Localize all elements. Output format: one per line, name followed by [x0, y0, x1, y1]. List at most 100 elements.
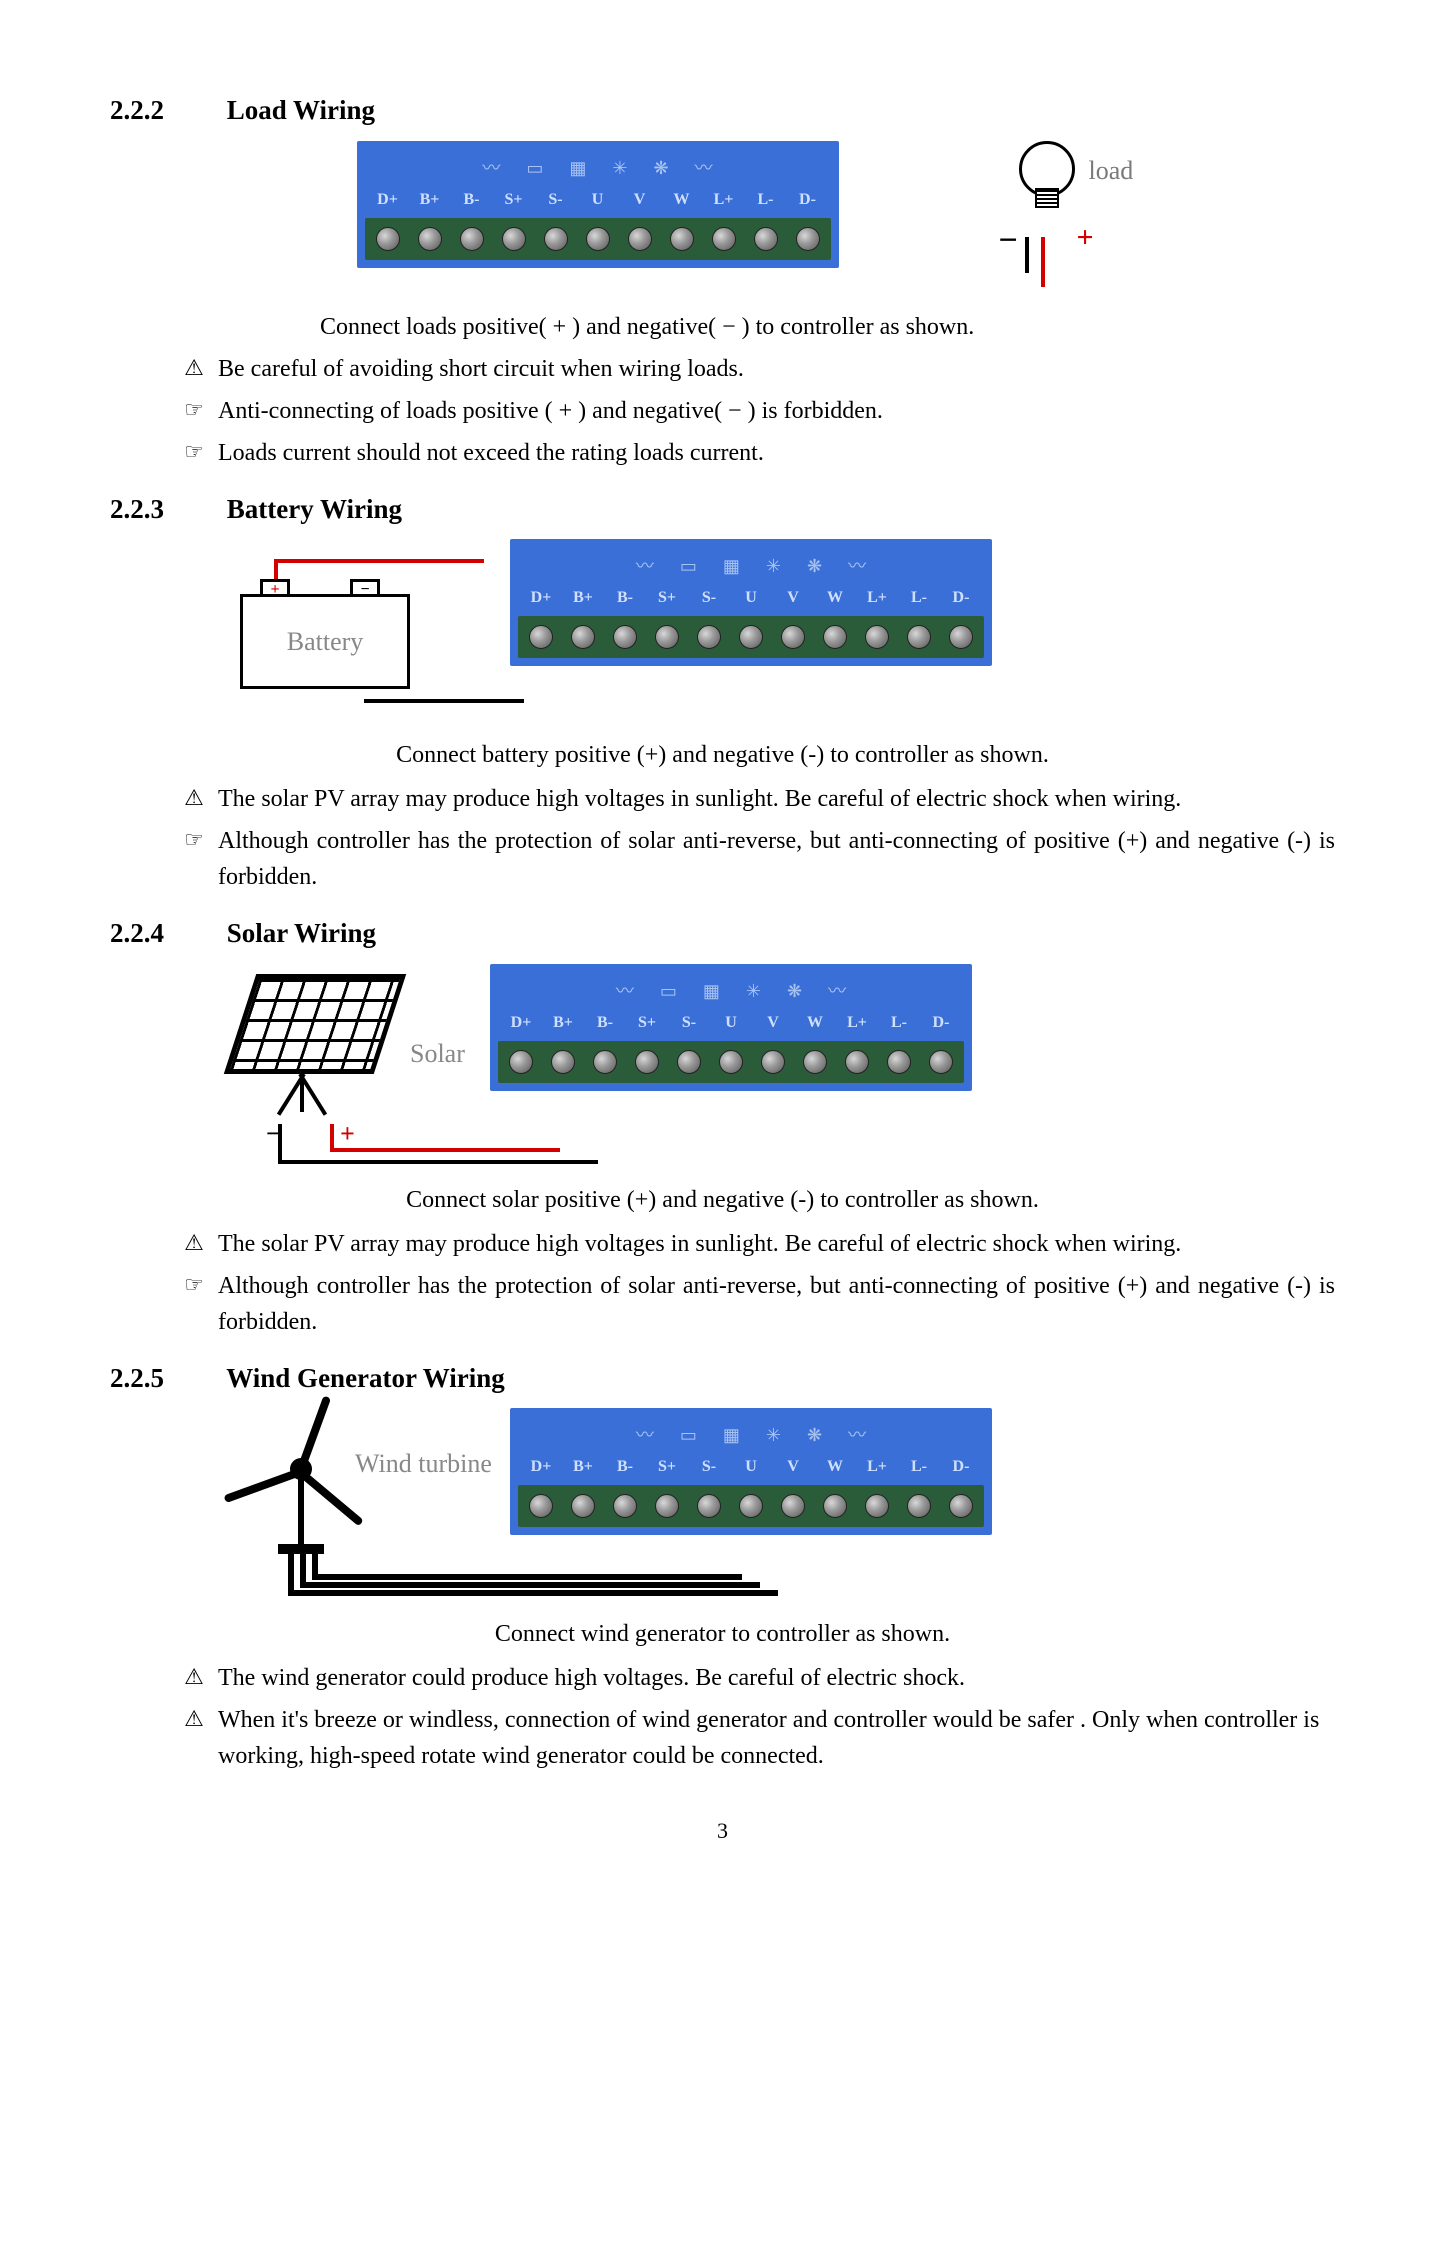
terminal-screw-icon	[710, 1047, 752, 1077]
terminal-label: D+	[520, 586, 562, 610]
terminal-screw-icon	[940, 622, 982, 652]
terminal-screw-icon	[493, 224, 535, 254]
terminal-label: ▦	[703, 978, 720, 1005]
terminal-icons-row: 〰▭▦✳❋〰	[365, 151, 831, 188]
terminal-label: L-	[898, 586, 940, 610]
terminal-label: B-	[604, 586, 646, 610]
terminal-label: 〰	[848, 553, 866, 580]
terminal-screw-icon	[745, 224, 787, 254]
terminal-label: W	[794, 1011, 836, 1035]
battery-notes: ⚠The solar PV array may produce high vol…	[180, 781, 1335, 895]
terminal-label: V	[772, 1455, 814, 1479]
terminal-label: L-	[878, 1011, 920, 1035]
terminal-screws-row	[365, 218, 831, 260]
terminal-label: S-	[688, 586, 730, 610]
terminal-label: ▭	[680, 553, 697, 580]
solar-label: Solar	[410, 1034, 465, 1073]
terminal-screw-icon	[626, 1047, 668, 1077]
wire-red	[330, 1124, 334, 1148]
terminal-label: D+	[500, 1011, 542, 1035]
terminal-label: U	[730, 586, 772, 610]
wire-black	[312, 1554, 318, 1574]
terminal-strip: 〰▭▦✳❋〰 D+B+B-S+S-UVWL+L-D-	[510, 1408, 992, 1535]
load-symbol: load − +	[969, 141, 1149, 291]
terminal-label: L-	[898, 1455, 940, 1479]
wind-diagram: Wind turbine 〰▭▦✳❋〰 D+B+B-S+S-UVWL+L-D-	[110, 1408, 1335, 1598]
terminal-label: D-	[787, 188, 829, 212]
terminal-screw-icon	[787, 224, 829, 254]
terminal-screw-icon	[688, 622, 730, 652]
turbine-base	[278, 1544, 324, 1554]
note-text: The wind generator could produce high vo…	[218, 1660, 1335, 1696]
plus-sign: +	[1077, 215, 1094, 260]
terminal-label: ❋	[654, 155, 669, 182]
heading-num: 2.2.5	[110, 1358, 220, 1399]
terminal-label: W	[814, 586, 856, 610]
terminal-label: ✳	[612, 155, 627, 182]
terminal-screw-icon	[752, 1047, 794, 1077]
pointer-icon: ☞	[180, 435, 208, 471]
heading-title: Wind Generator Wiring	[226, 1363, 505, 1393]
minus-sign: −	[999, 215, 1018, 266]
heading-load: 2.2.2 Load Wiring	[110, 90, 1335, 131]
terminal-label: S-	[668, 1011, 710, 1035]
terminal-labels-row: D+B+B-S+S-UVWL+L-D-	[518, 1455, 984, 1485]
terminal-label: S+	[493, 188, 535, 212]
terminal-label: U	[577, 188, 619, 212]
note-text: Loads current should not exceed the rati…	[218, 435, 1335, 471]
wire-red	[330, 1148, 560, 1152]
heading-title: Load Wiring	[227, 95, 375, 125]
wire-black	[1025, 237, 1029, 273]
terminal-screw-icon	[520, 1491, 562, 1521]
heading-num: 2.2.2	[110, 90, 220, 131]
terminal-label: L+	[856, 1455, 898, 1479]
terminal-screw-icon	[940, 1491, 982, 1521]
terminal-label: D+	[520, 1455, 562, 1479]
wire-red	[274, 559, 484, 563]
terminal-label: B+	[562, 586, 604, 610]
solar-panel-icon	[224, 974, 406, 1074]
wire-black	[364, 699, 524, 703]
terminal-label: W	[814, 1455, 856, 1479]
terminal-icons-row: 〰▭▦✳❋〰	[498, 974, 964, 1011]
turbine-blade	[223, 1468, 301, 1503]
terminal-screw-icon	[668, 1047, 710, 1077]
terminal-screw-icon	[584, 1047, 626, 1077]
heading-solar: 2.2.4 Solar Wiring	[110, 913, 1335, 954]
warning-icon: ⚠	[180, 1226, 208, 1262]
terminal-screw-icon	[562, 1491, 604, 1521]
heading-title: Solar Wiring	[227, 918, 376, 948]
battery-diagram: + − Battery 〰▭▦✳❋〰 D+B+B-S+S-UVWL+L-D-	[110, 539, 1335, 719]
terminal-label: B+	[542, 1011, 584, 1035]
heading-wind: 2.2.5 Wind Generator Wiring	[110, 1358, 1335, 1399]
terminal-label: ✳	[766, 1422, 781, 1449]
terminal-label: ❋	[807, 553, 822, 580]
note-line: ☞ Loads current should not exceed the rat…	[180, 435, 1335, 471]
warning-icon: ⚠	[180, 1702, 208, 1774]
terminal-label: U	[730, 1455, 772, 1479]
turbine-mast	[298, 1478, 304, 1548]
terminal-label: 〰	[616, 978, 634, 1005]
terminal-screw-icon	[619, 224, 661, 254]
note-line: ☞Although controller has the protection …	[180, 1268, 1335, 1340]
terminal-screw-icon	[772, 622, 814, 652]
solar-notes: ⚠The solar PV array may produce high vol…	[180, 1226, 1335, 1340]
terminal-screw-icon	[661, 224, 703, 254]
bulb-icon	[1019, 141, 1075, 197]
solar-stand	[300, 1072, 304, 1112]
terminal-screw-icon	[794, 1047, 836, 1077]
note-line: ⚠Be careful of avoiding short circuit wh…	[180, 351, 1335, 387]
terminal-screw-icon	[878, 1047, 920, 1077]
wire-black	[300, 1582, 760, 1588]
terminal-screw-icon	[730, 1491, 772, 1521]
terminal-label: S-	[535, 188, 577, 212]
terminal-label: L+	[856, 586, 898, 610]
terminal-screw-icon	[577, 224, 619, 254]
terminal-label: ▦	[569, 155, 586, 182]
wire-black	[278, 1124, 282, 1160]
terminal-label: 〰	[636, 553, 654, 580]
solar-caption: Connect solar positive (+) and negative …	[110, 1182, 1335, 1218]
pointer-icon: ☞	[180, 823, 208, 895]
terminal-screw-icon	[836, 1047, 878, 1077]
note-text: Although controller has the protection o…	[218, 823, 1335, 895]
